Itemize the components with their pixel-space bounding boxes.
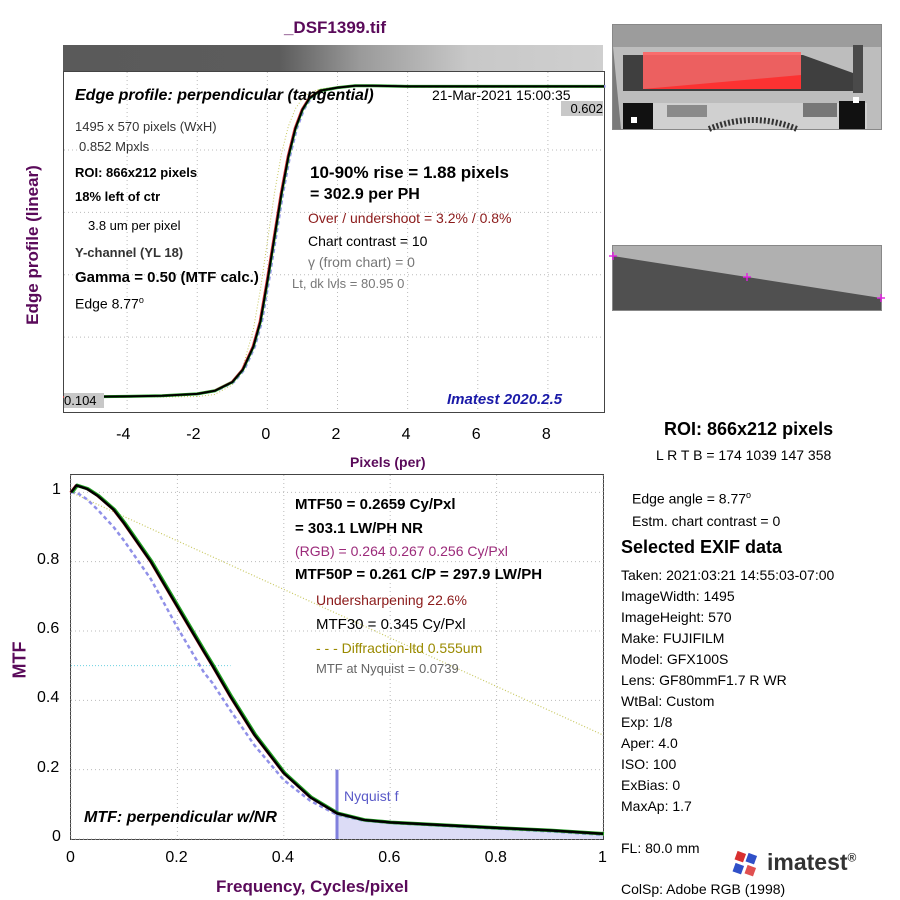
mtf30-value: MTF30 = 0.345 Cy/Pxl bbox=[316, 616, 466, 633]
chart-contrast: Chart contrast = 10 bbox=[308, 233, 428, 249]
file-title: _DSF1399.tif bbox=[283, 18, 387, 37]
edge-ideal-curve bbox=[63, 85, 604, 398]
edge-x-tick-label: 6 bbox=[471, 426, 481, 443]
edge-y-axis-label: Edge profile (linear) bbox=[23, 165, 42, 325]
diffraction-limit: - - - Diffraction-ltd 0.555um bbox=[316, 640, 483, 656]
channel-info: Y-channel (YL 18) bbox=[75, 245, 184, 260]
mtf-curve-blue bbox=[71, 491, 604, 837]
edge-plot-title: Edge profile: perpendicular (tangential) bbox=[75, 87, 374, 104]
mtf-y-tick-label: 0.6 bbox=[37, 620, 60, 637]
overshoot-info: Over / undershoot = 3.2% / 0.8% bbox=[308, 210, 512, 226]
mtf-at-nyquist: MTF at Nyquist = 0.0739 bbox=[316, 661, 459, 676]
exif-item: MaxAp: 1.7 bbox=[621, 798, 692, 814]
exif-title: Selected EXIF data bbox=[621, 537, 783, 557]
edge-datetime: 21-Mar-2021 15:00:35 bbox=[432, 87, 571, 103]
nyquist-label: Nyquist f bbox=[344, 788, 399, 804]
edge-angle-info: Edge 8.77o bbox=[75, 295, 144, 312]
nyquist-shaded-area bbox=[337, 813, 603, 839]
edge-x-tick-label: -4 bbox=[116, 426, 131, 443]
mtf-x-axis-label: Frequency, Cycles/pixel bbox=[216, 877, 409, 896]
mtf-x-tick-label: 0.4 bbox=[271, 849, 295, 866]
mtf-x-tick-label: 1 bbox=[598, 849, 607, 866]
mtf50-lwph: = 303.1 LW/PH NR bbox=[295, 520, 423, 537]
exif-item: Model: GFX100S bbox=[621, 651, 729, 667]
exif-item: WtBal: Custom bbox=[621, 693, 715, 709]
megapixels: 0.852 Mpxls bbox=[79, 139, 150, 154]
pixel-pitch: 3.8 um per pixel bbox=[88, 218, 181, 233]
mtf-svg bbox=[69, 475, 605, 840]
edge-x-tick-label: 4 bbox=[401, 426, 411, 443]
exif-color-space: ColSp: Adobe RGB (1998) bbox=[621, 881, 786, 897]
edge-x-tick-label: 2 bbox=[331, 426, 341, 443]
exif-item: Exp: 1/8 bbox=[621, 714, 673, 730]
mtf50p-value: MTF50P = 0.261 C/P = 297.9 LW/PH bbox=[295, 566, 543, 583]
imatest-version: Imatest 2020.2.5 bbox=[447, 391, 563, 408]
edge-x-tick-label: 0 bbox=[261, 426, 271, 443]
side-roi: ROI: 866x212 pixels bbox=[664, 419, 834, 439]
mtf-y-tick-label: 1 bbox=[52, 481, 61, 499]
edge-x-axis-label: Pixels (per) bbox=[350, 454, 426, 470]
edge-min-label: 0.104 bbox=[64, 393, 104, 408]
exif-item: ISO: 100 bbox=[621, 756, 677, 772]
imatest-logo-text: imatest® bbox=[767, 849, 857, 875]
exif-item: ExBias: 0 bbox=[621, 777, 681, 793]
edge-profile-svg bbox=[62, 72, 606, 412]
mtf-x-tick-label: 0.2 bbox=[165, 849, 188, 866]
exif-item: Make: FUJIFILM bbox=[621, 630, 725, 646]
roi-thumbnail bbox=[609, 245, 885, 311]
roi-info: ROI: 866x212 pixels bbox=[75, 165, 198, 180]
mtf50-rgb: (RGB) = 0.264 0.267 0.256 Cy/Pxl bbox=[295, 543, 508, 559]
edge-x-tick-label: -2 bbox=[186, 426, 201, 443]
mtf-plot: MTF50 = 0.2659 Cy/Pxl = 303.1 LW/PH NR (… bbox=[69, 474, 605, 840]
edge-x-tick-label: 8 bbox=[541, 426, 551, 443]
image-size: 1495 x 570 pixels (WxH) bbox=[75, 119, 217, 134]
edge-curve-luminance bbox=[63, 84, 604, 399]
rise-per-ph: = 302.9 per PH bbox=[310, 186, 420, 203]
edge-max-label: 0.602 bbox=[561, 101, 603, 116]
imatest-logo-icon bbox=[732, 850, 758, 877]
gamma-from-chart: γ (from chart) = 0 bbox=[308, 254, 415, 270]
exif-item: Lens: GF80mmF1.7 R WR bbox=[621, 672, 787, 688]
exif-item: ImageHeight: 570 bbox=[621, 609, 732, 625]
mtf-y-tick-label: 0.8 bbox=[37, 550, 60, 568]
exif-item: ImageWidth: 1495 bbox=[621, 588, 735, 604]
gamma-info: Gamma = 0.50 (MTF calc.) bbox=[75, 269, 259, 286]
exif-item: Aper: 4.0 bbox=[621, 735, 678, 751]
exif-focal-length: FL: 80.0 mm bbox=[621, 840, 700, 856]
mtf-curve-luminance bbox=[70, 483, 604, 836]
edge-profile-plot: Edge profile: perpendicular (tangential)… bbox=[62, 71, 606, 413]
side-edge-angle: Edge angle = 8.77o bbox=[632, 490, 752, 507]
mtf-x-tick-label: 0.6 bbox=[378, 849, 401, 866]
roi-position: 18% left of ctr bbox=[75, 189, 161, 204]
mtf-y-axis-label: MTF bbox=[9, 641, 30, 679]
mtf-corner-label: MTF: perpendicular w/NR bbox=[84, 809, 277, 826]
mtf-x-tick-label: 0 bbox=[66, 849, 75, 866]
mtf-y-tick-label: 0.4 bbox=[37, 689, 60, 707]
chart-thumbnail bbox=[612, 24, 882, 132]
undersharpening: Undersharpening 22.6% bbox=[316, 592, 467, 608]
mtf50-value: MTF50 = 0.2659 Cy/Pxl bbox=[295, 496, 456, 513]
side-est-contrast: Estm. chart contrast = 0 bbox=[632, 513, 781, 529]
mtf-y-tick-label: 0 bbox=[52, 828, 61, 845]
rise-distance: 10-90% rise = 1.88 pixels bbox=[310, 163, 509, 182]
mtf-x-tick-label: 0.8 bbox=[484, 849, 507, 866]
exif-item: Taken: 2021:03:21 14:55:03-07:00 bbox=[621, 567, 835, 583]
side-lrtb: L R T B = 174 1039 147 358 bbox=[656, 447, 832, 463]
mtf-y-tick-label: 0.2 bbox=[37, 758, 60, 776]
light-dark-levels: Lt, dk lvls = 80.95 0 bbox=[292, 276, 405, 291]
gray-level-strip bbox=[63, 45, 603, 71]
